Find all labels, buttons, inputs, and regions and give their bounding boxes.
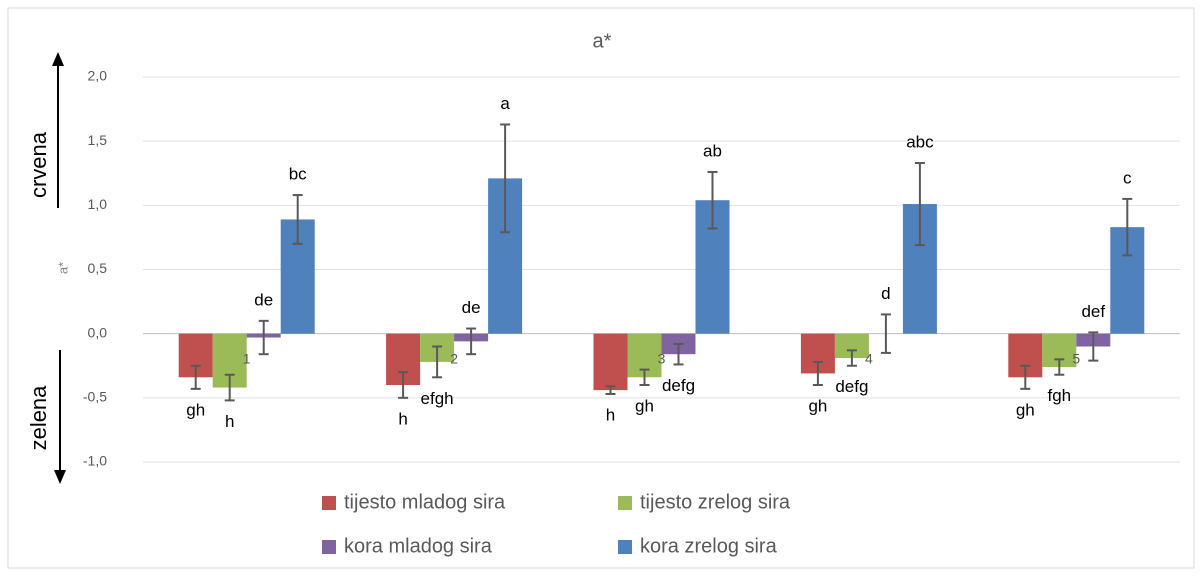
legend-label: tijesto zrelog sira <box>640 491 791 513</box>
up-label: crvena <box>26 131 51 198</box>
letter-label: gh <box>635 396 654 415</box>
legend-swatch <box>618 496 632 510</box>
letter-label: gh <box>808 396 827 415</box>
x-tick-label: 3 <box>658 350 666 366</box>
letter-label: h <box>225 412 234 431</box>
letter-label: h <box>398 409 407 428</box>
legend-swatch <box>618 540 632 554</box>
down-arrow-head <box>54 470 66 484</box>
letter-label: gh <box>186 400 205 419</box>
y-axis-label: a* <box>55 262 70 274</box>
letter-label: c <box>1123 168 1132 187</box>
y-tick-label: -0,5 <box>83 389 107 405</box>
x-tick-label: 1 <box>243 350 251 366</box>
letter-label: bc <box>289 165 307 184</box>
letter-label: defg <box>835 377 868 396</box>
bar <box>593 333 628 391</box>
y-tick-label: 1,0 <box>88 196 108 212</box>
letter-label: gh <box>1016 400 1035 419</box>
y-tick-label: 2,0 <box>88 68 108 84</box>
y-tick-label: 0,5 <box>88 260 108 276</box>
x-tick-label: 5 <box>1072 350 1080 366</box>
x-tick-label: 4 <box>865 350 873 366</box>
letter-label: ab <box>703 141 722 160</box>
letter-label: a <box>500 94 510 113</box>
letter-label: fgh <box>1047 386 1071 405</box>
y-tick-label: 1,5 <box>88 132 108 148</box>
chart-frame <box>7 7 1195 569</box>
letter-label: de <box>462 298 481 317</box>
letter-label: defg <box>662 376 695 395</box>
legend-label: tijesto mladog sira <box>344 491 506 513</box>
letter-label: efgh <box>421 389 454 408</box>
x-tick-label: 2 <box>450 350 458 366</box>
y-tick-label: -1,0 <box>83 453 107 469</box>
up-arrow-head <box>52 52 64 66</box>
legend-label: kora mladog sira <box>344 535 493 557</box>
chart-title: a* <box>593 30 612 52</box>
letter-label: d <box>881 284 890 303</box>
legend-swatch <box>322 540 336 554</box>
letter-label: de <box>254 290 273 309</box>
letter-label: def <box>1081 302 1105 321</box>
legend-label: kora zrelog sira <box>640 535 778 557</box>
letter-label: abc <box>906 132 934 151</box>
y-tick-label: 0,0 <box>88 324 108 340</box>
letter-label: h <box>606 405 615 424</box>
down-label: zelena <box>26 385 51 451</box>
legend-swatch <box>322 496 336 510</box>
